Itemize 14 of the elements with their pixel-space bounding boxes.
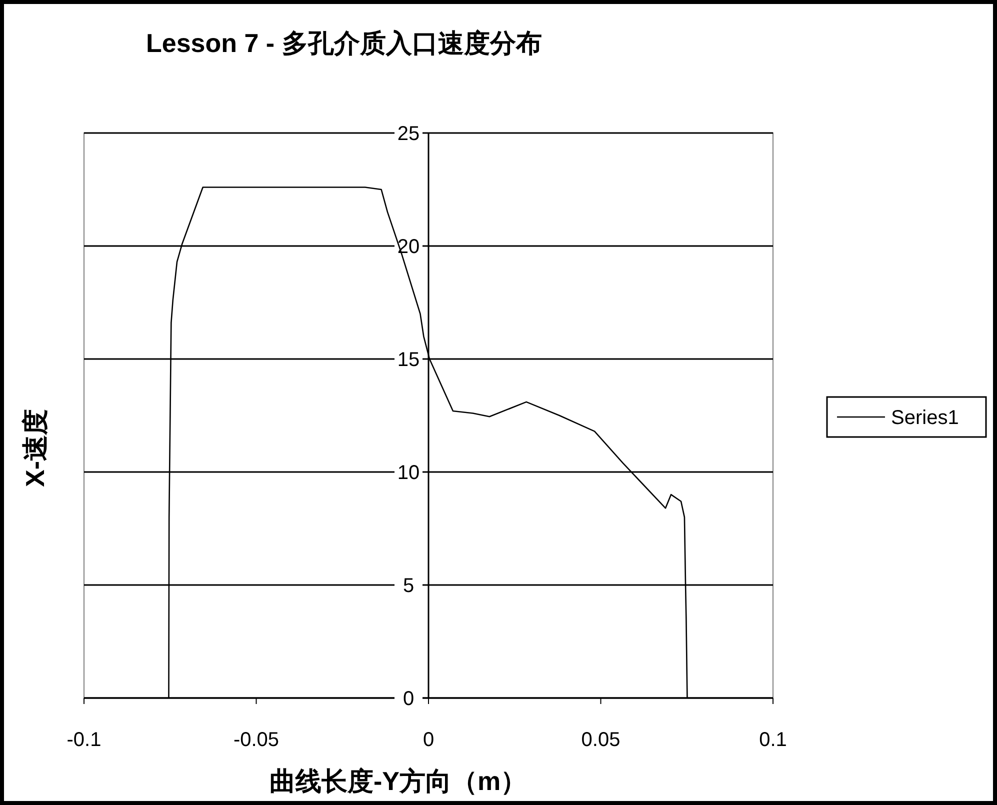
x-axis-title: 曲线长度-Y方向（m）	[269, 766, 527, 796]
x-tick-label: -0.05	[233, 729, 280, 751]
y-tick-label: 10	[397, 462, 420, 484]
x-tick-label: 0.05	[581, 729, 620, 751]
y-axis-title: X-速度	[20, 409, 50, 487]
x-tick-label: 0	[422, 729, 434, 751]
x-tick-label: -0.1	[66, 729, 102, 751]
y-tick-label: 25	[397, 123, 420, 145]
x-tick-label: 0.1	[759, 729, 787, 751]
legend-label: Series1	[891, 407, 959, 429]
y-tick-label: 15	[397, 349, 420, 371]
y-tick-label: 5	[402, 575, 414, 597]
chart-title: Lesson 7 - 多孔介质入口速度分布	[146, 28, 542, 58]
y-tick-label: 0	[402, 688, 414, 710]
